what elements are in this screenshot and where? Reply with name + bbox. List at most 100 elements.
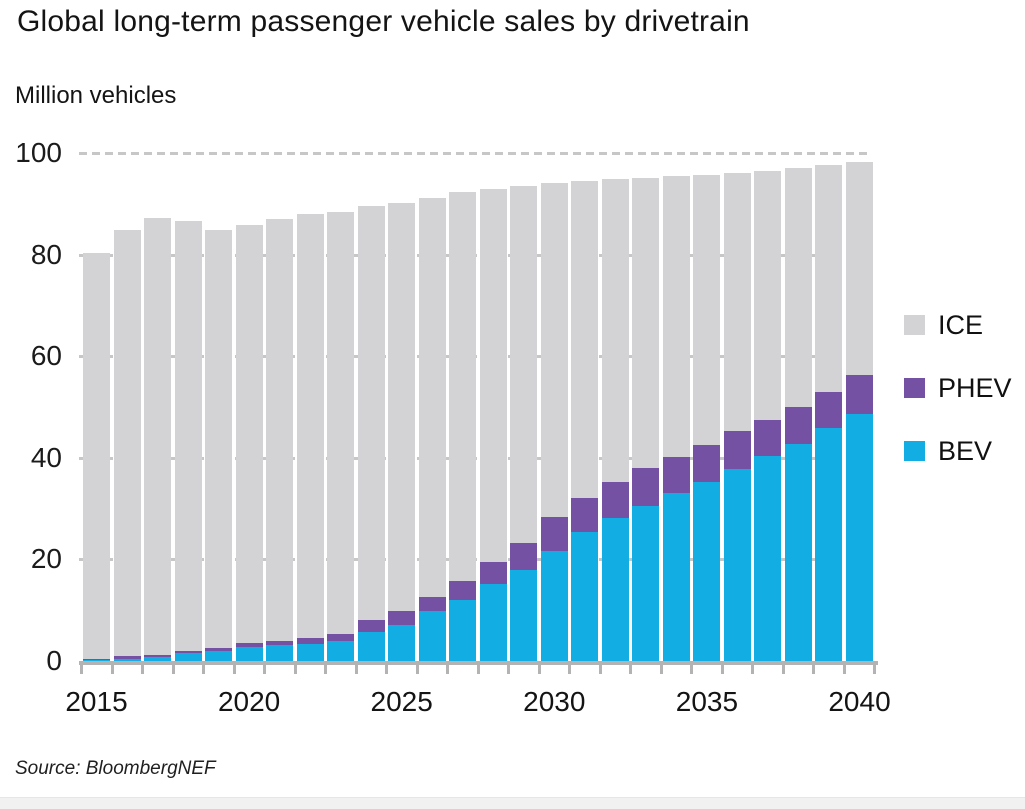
bev-segment-2032 — [601, 518, 629, 661]
bev-segment-2031 — [571, 532, 599, 661]
legend-entry-ice: ICE — [904, 312, 1012, 339]
bev-segment-2022 — [296, 643, 324, 661]
x-tick — [110, 665, 114, 674]
legend-label-bev: BEV — [938, 436, 993, 466]
x-tick-label-2035: 2035 — [675, 686, 739, 717]
source-credit: Source: BloombergNEF — [15, 758, 216, 779]
phev-segment-2032 — [601, 481, 629, 519]
ice-segment-2036 — [723, 173, 751, 432]
x-tick-label-2040: 2040 — [828, 686, 891, 717]
bev-segment-2040 — [845, 414, 873, 661]
phev-swatch-icon — [904, 378, 925, 398]
ice-segment-2028 — [479, 188, 507, 563]
bev-segment-2017 — [144, 657, 172, 661]
bev-segment-2029 — [510, 570, 538, 661]
phev-segment-2035 — [693, 444, 721, 482]
y-tick-label-40: 40 — [30, 441, 62, 473]
x-tick — [568, 665, 571, 674]
bar-2032 — [601, 179, 629, 661]
bar-2031 — [571, 180, 599, 661]
legend-label-phev: PHEV — [938, 373, 1012, 403]
x-tick — [751, 665, 754, 674]
bev-segment-2038 — [784, 443, 812, 661]
ice-segment-2018 — [174, 221, 202, 652]
ice-segment-2033 — [632, 177, 660, 469]
phev-segment-2025 — [388, 610, 416, 625]
ice-segment-2021 — [266, 218, 294, 641]
bev-segment-2028 — [479, 583, 507, 661]
bar-2038 — [784, 167, 812, 661]
bar-2040 — [845, 161, 873, 661]
x-tick — [842, 665, 846, 674]
x-tick — [415, 665, 419, 674]
bar-series-container — [83, 153, 873, 661]
ice-segment-2034 — [662, 176, 690, 457]
ice-swatch-icon — [904, 315, 925, 335]
bar-2021 — [266, 218, 294, 661]
bar-2026 — [418, 197, 446, 661]
phev-segment-2020 — [235, 643, 263, 648]
bev-segment-2023 — [327, 641, 355, 661]
bev-segment-2016 — [113, 659, 141, 661]
bev-segment-2020 — [235, 647, 263, 661]
bev-segment-2025 — [388, 624, 416, 661]
bev-segment-2019 — [205, 650, 233, 661]
bev-segment-2039 — [815, 428, 843, 661]
bev-segment-2033 — [632, 506, 660, 661]
ice-segment-2037 — [754, 170, 782, 420]
ice-segment-2032 — [601, 179, 629, 482]
x-tick-label-2030: 2030 — [523, 686, 586, 717]
phev-segment-2039 — [815, 391, 843, 429]
phev-segment-2019 — [205, 648, 233, 651]
bev-segment-2030 — [540, 550, 568, 661]
x-tick — [873, 665, 876, 674]
phev-segment-2024 — [357, 620, 385, 633]
bar-2022 — [296, 214, 324, 661]
y-tick-label-80: 80 — [30, 238, 62, 270]
ice-segment-2016 — [113, 230, 141, 657]
ice-segment-2022 — [296, 214, 324, 638]
ice-segment-2020 — [235, 224, 263, 644]
bar-2018 — [174, 221, 202, 661]
phev-segment-2037 — [754, 419, 782, 456]
bar-2035 — [693, 174, 721, 661]
x-tick — [507, 665, 510, 674]
bev-swatch-icon — [904, 441, 925, 461]
bar-2028 — [479, 188, 507, 661]
bev-segment-2026 — [418, 611, 446, 661]
x-tick — [629, 665, 632, 674]
bev-segment-2018 — [174, 653, 202, 661]
bar-2019 — [205, 230, 233, 661]
bar-2033 — [632, 177, 660, 661]
x-tick — [446, 665, 449, 674]
y-axis-unit-label: Million vehicles — [15, 82, 177, 109]
bar-2039 — [815, 164, 843, 661]
bar-2027 — [449, 192, 477, 661]
bar-2016 — [113, 230, 141, 661]
x-tick — [80, 665, 83, 674]
phev-segment-2015 — [83, 658, 110, 660]
y-tick-label-0: 0 — [46, 645, 62, 676]
bev-segment-2035 — [693, 481, 721, 661]
ice-segment-2040 — [845, 161, 873, 375]
ice-segment-2039 — [815, 164, 843, 392]
bar-2020 — [235, 224, 263, 661]
phev-segment-2038 — [784, 406, 812, 444]
y-tick-label-60: 60 — [30, 340, 62, 372]
ice-segment-2038 — [784, 167, 812, 407]
bar-2036 — [723, 173, 751, 661]
phev-segment-2031 — [571, 498, 599, 533]
chart-title: Global long-term passenger vehicle sales… — [17, 5, 750, 38]
phev-segment-2029 — [510, 542, 538, 571]
ice-segment-2027 — [449, 192, 477, 582]
bar-2034 — [662, 176, 690, 661]
legend-entry-phev: PHEV — [904, 373, 1012, 403]
phev-segment-2030 — [540, 517, 568, 551]
x-tick-label-2025: 2025 — [370, 686, 433, 717]
phev-segment-2018 — [174, 651, 202, 654]
x-tick — [385, 665, 388, 674]
x-tick — [141, 665, 144, 674]
bev-segment-2036 — [723, 469, 751, 661]
phev-segment-2021 — [266, 640, 294, 646]
ice-segment-2023 — [327, 211, 355, 635]
